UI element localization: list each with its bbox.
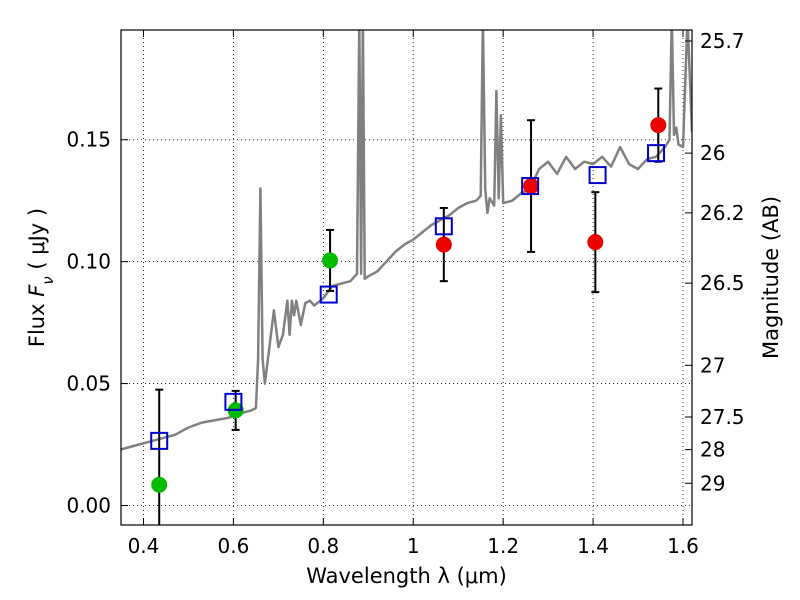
x-tick-label: 1.4 bbox=[577, 534, 609, 558]
x-tick-label: 0.8 bbox=[307, 534, 339, 558]
model-square-point bbox=[647, 144, 666, 163]
y-tick-label: 0.15 bbox=[66, 128, 111, 152]
model-square-point bbox=[434, 217, 453, 236]
data-point bbox=[650, 117, 667, 134]
magnitude-tick-label: 26.2 bbox=[700, 201, 745, 225]
magnitude-tick-label: 29 bbox=[700, 471, 725, 495]
y-tick-label: 0.00 bbox=[66, 493, 111, 517]
y-axis-label: Flux Fν ( μJy ) bbox=[25, 208, 57, 347]
grid bbox=[121, 30, 692, 525]
plot-area bbox=[121, 30, 692, 525]
right-axis-label: Magnitude (AB) bbox=[759, 196, 783, 359]
x-tick-label: 0.6 bbox=[217, 534, 249, 558]
x-tick-label: 0.4 bbox=[128, 534, 160, 558]
y-tick-label: 0.05 bbox=[66, 372, 111, 396]
model-square-point bbox=[588, 166, 607, 185]
model-square-point bbox=[224, 392, 243, 411]
data-point bbox=[322, 252, 339, 269]
data-point bbox=[435, 236, 452, 253]
data-point bbox=[151, 476, 168, 493]
x-tick-label: 1.6 bbox=[667, 534, 699, 558]
magnitude-tick-label: 27 bbox=[700, 353, 725, 377]
magnitude-tick-label: 26.5 bbox=[700, 271, 745, 295]
magnitude-tick-label: 28 bbox=[700, 438, 725, 462]
data-point bbox=[587, 234, 604, 251]
model-square-point bbox=[150, 431, 169, 450]
model-square-point bbox=[521, 177, 540, 196]
magnitude-tick-label: 25.7 bbox=[700, 29, 745, 53]
plot-frame bbox=[120, 29, 693, 526]
x-tick-label: 1.2 bbox=[487, 534, 519, 558]
y-tick-label: 0.10 bbox=[66, 250, 111, 274]
x-tick-label: 1 bbox=[407, 534, 420, 558]
magnitude-tick-label: 27.5 bbox=[700, 405, 745, 429]
magnitude-tick-label: 26 bbox=[700, 141, 725, 165]
model-square-point bbox=[319, 285, 338, 304]
x-axis-label: Wavelength λ (μm) bbox=[306, 564, 507, 588]
template-spectrum-line bbox=[121, 30, 692, 451]
data-point bbox=[523, 178, 540, 195]
